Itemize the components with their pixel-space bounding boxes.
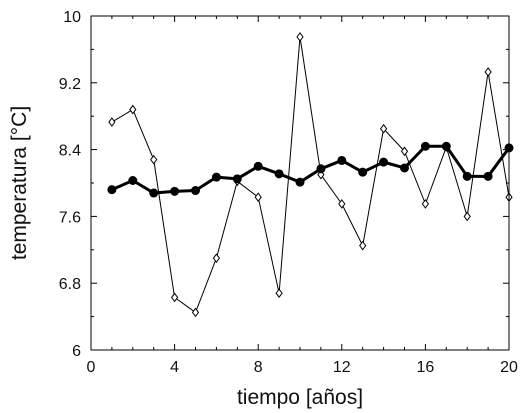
y-axis-title: temperatura [°C] <box>8 106 31 260</box>
series-layer <box>107 32 514 318</box>
series-2-point <box>441 141 451 151</box>
x-axis-title: tiempo [años] <box>237 386 363 409</box>
y-tick-label: 6.8 <box>59 276 81 293</box>
series-1-point <box>296 32 304 42</box>
series-1-point <box>191 307 200 318</box>
series-1-point <box>129 104 137 115</box>
series-1-point <box>484 67 492 77</box>
series-2-point <box>211 172 221 182</box>
series-1-point <box>170 292 179 303</box>
series-2-point <box>483 171 493 181</box>
series-1-point <box>463 211 471 222</box>
ticks-layer: 0 4 8 12 16 20 6 6.8 7.6 8.4 9.2 10 <box>59 9 518 376</box>
series-1-point <box>150 154 158 165</box>
series-2-point <box>232 174 242 184</box>
x-tick-label: 4 <box>170 359 179 376</box>
y-tick-label: 6 <box>72 343 81 360</box>
x-tick-label: 8 <box>254 359 263 376</box>
series-2-point <box>295 177 305 187</box>
series-2-point <box>379 157 389 167</box>
series-2-point <box>358 167 368 177</box>
series-2-point <box>274 169 284 179</box>
series-2-point <box>107 185 117 195</box>
x-tick-label: 0 <box>87 359 96 376</box>
y-tick-label: 9.2 <box>59 76 81 93</box>
series-2-point <box>400 163 409 173</box>
series-2-point <box>337 155 347 165</box>
series-1-point <box>338 199 346 209</box>
series-2-point <box>253 161 263 171</box>
series-2-point <box>128 175 138 185</box>
y-tick-label: 7.6 <box>59 209 81 226</box>
y-tick-label: 10 <box>63 9 81 26</box>
series-1-point <box>400 146 409 157</box>
series-2-point <box>149 188 159 198</box>
series-1-point <box>254 192 262 203</box>
series-1-point <box>212 253 221 263</box>
series-2-point <box>420 141 430 151</box>
series-1-point <box>379 123 388 134</box>
x-tick-label: 20 <box>500 359 518 376</box>
series-1-point <box>421 199 430 209</box>
series-1-line <box>111 36 510 313</box>
x-tick-label: 16 <box>417 359 435 376</box>
series-1-point <box>359 240 367 251</box>
series-2-point <box>462 171 472 181</box>
series-1-point <box>108 117 116 127</box>
series-2-point <box>170 186 180 196</box>
x-tick-label: 12 <box>333 359 351 376</box>
y-tick-label: 8.4 <box>59 143 81 160</box>
series-1-point <box>275 288 283 299</box>
series-2-point <box>191 186 200 196</box>
series-2-point <box>316 164 326 174</box>
